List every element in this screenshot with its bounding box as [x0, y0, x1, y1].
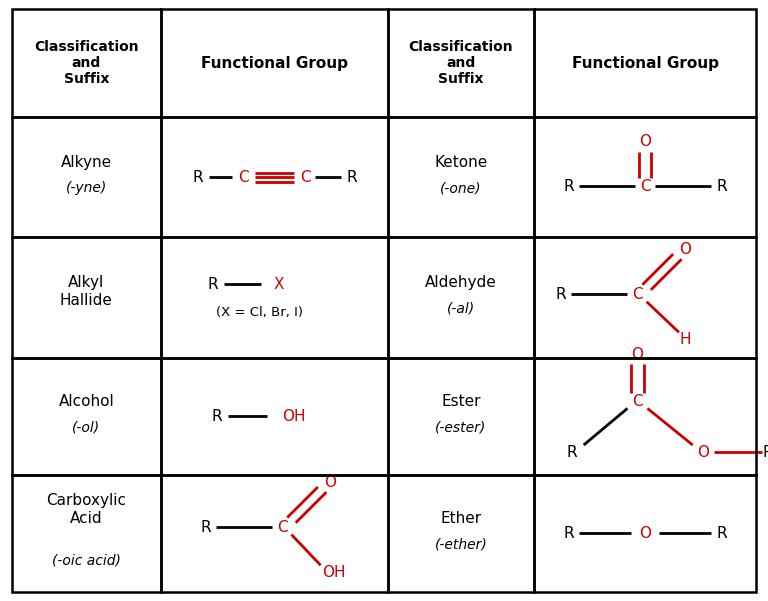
Bar	[12, 9, 161, 117]
Text: O: O	[679, 242, 691, 257]
Text: X: X	[273, 277, 283, 291]
Text: Alkyne: Alkyne	[61, 155, 112, 169]
Text: Aldehyde: Aldehyde	[425, 275, 497, 290]
Bar	[161, 475, 388, 592]
Text: R: R	[717, 526, 727, 541]
Bar	[161, 117, 388, 237]
Bar	[388, 117, 534, 237]
Bar	[534, 237, 756, 358]
Bar	[388, 237, 534, 358]
Text: Functional Group: Functional Group	[571, 56, 719, 70]
Text: R: R	[717, 179, 727, 194]
Text: C: C	[239, 170, 249, 185]
Text: R: R	[200, 520, 210, 535]
Bar	[12, 237, 161, 358]
Text: R: R	[346, 170, 356, 185]
Text: R: R	[563, 526, 574, 541]
Text: Alcohol: Alcohol	[58, 394, 114, 409]
Text: R: R	[212, 409, 222, 424]
Text: Classification
and
Suffix: Classification and Suffix	[409, 40, 513, 87]
Text: (-yne): (-yne)	[66, 181, 107, 195]
Text: R: R	[193, 170, 203, 185]
Bar	[161, 9, 388, 117]
Text: (-ester): (-ester)	[435, 420, 486, 434]
Text: C: C	[640, 179, 650, 194]
Bar	[534, 475, 756, 592]
Text: Functional Group: Functional Group	[201, 56, 348, 70]
Text: C: C	[632, 287, 643, 302]
Text: Alkyl
Hallide: Alkyl Hallide	[60, 275, 113, 308]
Text: Carboxylic
Acid: Carboxylic Acid	[46, 493, 127, 525]
Text: O: O	[324, 475, 336, 490]
Text: (-ol): (-ol)	[72, 420, 101, 434]
Bar	[161, 237, 388, 358]
Text: O: O	[639, 134, 651, 148]
Text: O: O	[639, 526, 651, 541]
Bar	[534, 117, 756, 237]
Bar	[388, 358, 534, 475]
Text: O: O	[697, 445, 709, 460]
Text: R: R	[763, 445, 768, 460]
Bar	[12, 475, 161, 592]
Text: Ester: Ester	[441, 394, 481, 409]
Bar	[12, 358, 161, 475]
Text: (-oic acid): (-oic acid)	[52, 554, 121, 567]
Text: (-one): (-one)	[440, 181, 482, 195]
Text: R: R	[563, 179, 574, 194]
Text: R: R	[567, 445, 578, 460]
Text: OH: OH	[322, 565, 346, 580]
Bar	[388, 475, 534, 592]
Bar	[388, 9, 534, 117]
Text: (X = Cl, Br, I): (X = Cl, Br, I)	[216, 306, 303, 319]
Text: OH: OH	[282, 409, 306, 424]
Text: (-al): (-al)	[447, 301, 475, 316]
Text: O: O	[631, 347, 644, 362]
Text: C: C	[632, 394, 643, 409]
Text: (-ether): (-ether)	[435, 537, 487, 551]
Text: Ether: Ether	[440, 511, 482, 526]
Text: C: C	[300, 170, 310, 185]
Text: C: C	[277, 520, 287, 535]
Bar	[534, 9, 756, 117]
Text: R: R	[555, 287, 566, 302]
Text: R: R	[208, 277, 218, 291]
Bar	[534, 358, 756, 475]
Bar	[12, 117, 161, 237]
Text: Classification
and
Suffix: Classification and Suffix	[34, 40, 139, 87]
Text: H: H	[680, 332, 690, 347]
Text: Ketone: Ketone	[434, 155, 488, 169]
Bar	[161, 358, 388, 475]
